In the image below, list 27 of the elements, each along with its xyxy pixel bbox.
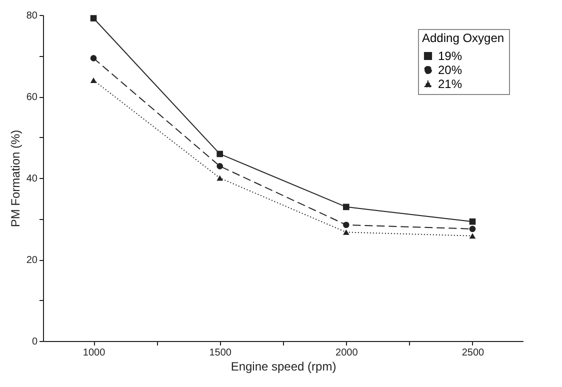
x-tick-label: 2000 (336, 348, 358, 358)
point (90, 15, 97, 22)
x-tick-label: 1000 (82, 348, 106, 358)
legend-label: 20% (438, 63, 462, 77)
point (469, 226, 476, 232)
x-tick-label: 1500 (209, 348, 232, 358)
y-tick-label: 60 (26, 92, 38, 103)
point (469, 218, 476, 225)
y-tick-label: 0 (32, 336, 38, 348)
x-axis-title: Engine speed (rpm) (230, 360, 336, 374)
y-tick-label: 20 (26, 255, 38, 266)
x-tick-label: 2500 (462, 348, 485, 358)
y-axis-title: PM Formation (%) (8, 130, 22, 228)
legend-label: 21% (438, 77, 462, 91)
point (216, 150, 224, 158)
point (216, 175, 224, 181)
y-tick-label: 80 (26, 10, 38, 22)
y-tick-label: 40 (26, 174, 38, 184)
point (342, 204, 350, 210)
legend-label: 19% (438, 49, 462, 63)
point (90, 77, 97, 83)
point (216, 163, 224, 170)
legend-title: Adding Oxygen (422, 31, 504, 45)
point (342, 229, 350, 235)
point (469, 233, 476, 239)
point (90, 55, 97, 62)
point (342, 222, 350, 228)
